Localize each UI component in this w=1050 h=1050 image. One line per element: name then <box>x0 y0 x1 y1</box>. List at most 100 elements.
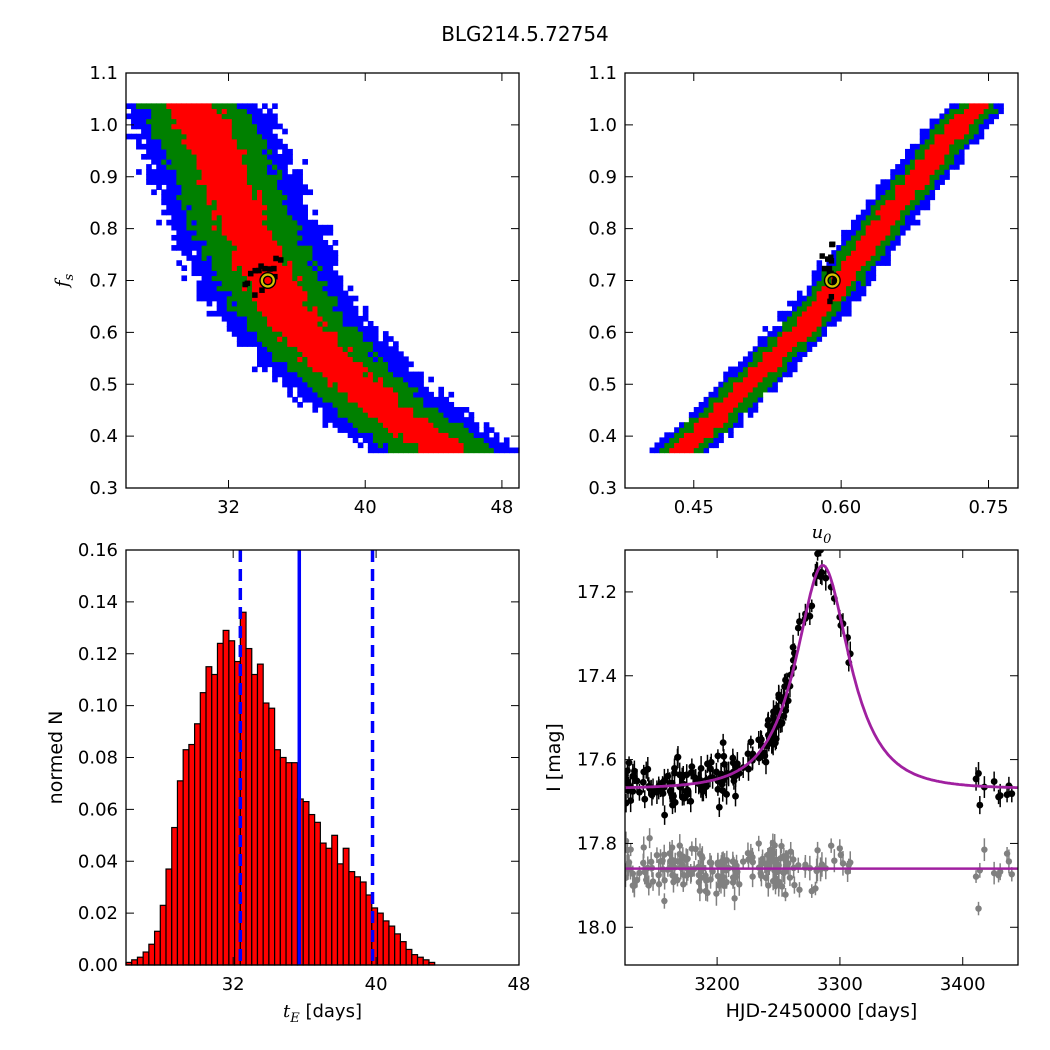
heatmap-cell <box>267 159 273 165</box>
heatmap-cell <box>262 113 268 120</box>
heatmap-cell <box>973 138 980 145</box>
heatmap-cell <box>983 108 990 115</box>
heatmap-cell <box>801 331 808 337</box>
heatmap-cell <box>949 164 955 170</box>
heatmap-cell <box>664 437 670 444</box>
heatmap-cell <box>865 265 872 271</box>
heatmap-cell <box>277 270 283 277</box>
heatmap-cell <box>267 290 273 297</box>
heatmap-cell <box>221 219 228 226</box>
heatmap-cell <box>241 128 248 135</box>
heatmap-cell <box>337 300 344 307</box>
heatmap-cell <box>806 326 813 332</box>
heatmap-cell <box>337 295 344 302</box>
heatmap-cell <box>141 143 147 150</box>
heatmap-cell <box>895 194 901 201</box>
heatmap-cell <box>317 255 324 261</box>
heatmap-cell <box>201 234 208 241</box>
residual-point <box>845 861 852 869</box>
heatmap-cell <box>443 407 450 413</box>
heatmap-cell <box>757 376 764 383</box>
residual-point <box>839 860 847 867</box>
heatmap-cell <box>287 174 293 180</box>
heatmap-cell <box>146 128 152 135</box>
heatmap-cell <box>821 300 828 307</box>
heatmap-cell <box>811 320 818 327</box>
heatmap-cell <box>855 265 862 271</box>
heatmap-cell <box>231 204 238 211</box>
heatmap-cell <box>226 260 233 266</box>
heatmap-cell <box>787 351 793 358</box>
data-point <box>762 758 770 766</box>
heatmap-cell <box>171 138 177 145</box>
heatmap-cell <box>875 240 882 246</box>
heatmap-cell <box>792 300 798 307</box>
heatmap-cell <box>963 118 970 125</box>
heatmap-cell <box>226 118 233 125</box>
heatmap-cell <box>811 341 818 347</box>
heatmap-cell <box>929 148 936 155</box>
heatmap-cell <box>796 290 803 297</box>
heatmap-cell <box>423 422 429 428</box>
heatmap-cell <box>236 245 243 251</box>
heatmap-cell <box>221 164 228 170</box>
heatmap-cell <box>166 118 172 125</box>
heatmap-cell <box>337 326 344 332</box>
heatmap-cell <box>292 224 298 231</box>
heatmap-cell <box>821 290 828 297</box>
best-sample-cell <box>267 266 273 272</box>
heatmap-cell <box>322 356 329 363</box>
heatmap-cell <box>226 138 233 145</box>
heatmap-cell <box>342 412 349 418</box>
heatmap-cell <box>246 234 253 241</box>
heatmap-cell <box>287 148 293 155</box>
data-point <box>818 569 826 577</box>
heatmap-cell <box>362 331 369 337</box>
heatmap-cell <box>216 199 223 206</box>
heatmap-cell <box>483 427 490 433</box>
heatmap-cell <box>257 108 263 115</box>
heatmap-cell <box>272 366 278 373</box>
heatmap-cell <box>752 371 759 378</box>
heatmap-cell <box>418 417 424 423</box>
heatmap-cell <box>448 427 455 433</box>
heatmap-cell <box>312 275 319 282</box>
heatmap-cell <box>307 376 314 383</box>
best-sample-cell <box>819 253 825 259</box>
heatmap-cell <box>934 143 940 150</box>
heatmap-cell <box>206 219 213 226</box>
heatmap-cell <box>463 422 470 428</box>
heatmap-cell <box>357 396 364 403</box>
heatmap-cell <box>762 376 769 383</box>
heatmap-cell <box>317 361 324 368</box>
histogram-bar <box>388 925 396 966</box>
heatmap-cell <box>221 260 228 266</box>
heatmap-cell <box>398 376 404 383</box>
heatmap-cell <box>398 396 404 403</box>
heatmap-cell <box>782 366 788 373</box>
heatmap-cell <box>312 356 319 363</box>
residual-point <box>645 882 652 889</box>
heatmap-cell <box>393 356 399 363</box>
heatmap-cell <box>171 199 177 206</box>
heatmap-cell <box>236 123 243 130</box>
heatmap-cell <box>372 401 379 408</box>
heatmap-cell <box>352 391 359 398</box>
heatmap-cell <box>181 113 188 120</box>
heatmap-cell <box>196 224 203 231</box>
heatmap-cell <box>703 396 710 403</box>
heatmap-cell <box>382 356 389 363</box>
heatmap-cell <box>241 189 248 196</box>
heatmap-cell <box>312 391 319 398</box>
heatmap-cell <box>267 275 273 282</box>
heatmap-cell <box>216 234 223 241</box>
heatmap-cell <box>226 229 233 236</box>
heatmap-cell <box>900 189 906 196</box>
heatmap-cell <box>841 300 847 307</box>
heatmap-cell <box>816 315 823 322</box>
data-point <box>714 752 722 760</box>
heatmap-cell <box>895 219 901 226</box>
heatmap-cell <box>181 194 188 201</box>
heatmap-cell <box>493 447 500 454</box>
heatmap-cell <box>683 432 690 438</box>
